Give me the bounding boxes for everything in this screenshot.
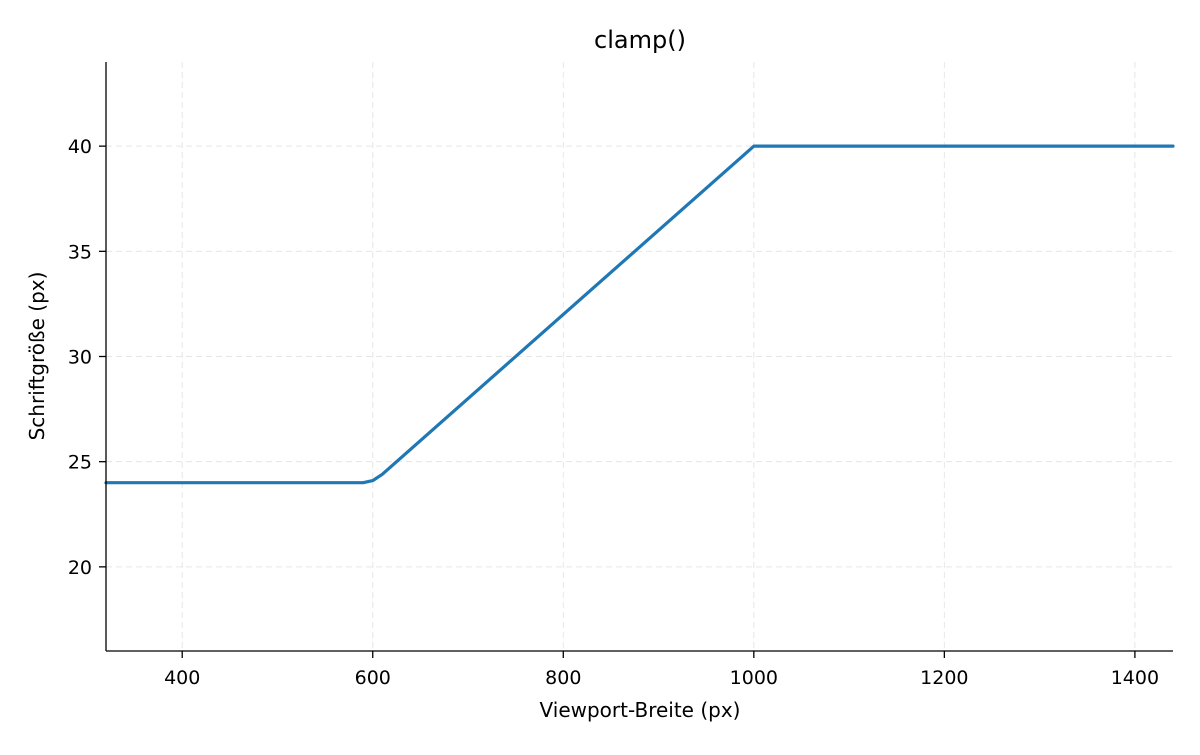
x-axis-label: Viewport-Breite (px) xyxy=(540,698,741,722)
series-line xyxy=(104,144,1175,485)
y-axis-label: Schriftgröße (px) xyxy=(25,272,49,441)
x-tick-label: 1400 xyxy=(1111,667,1159,689)
x-tick-label: 1000 xyxy=(730,667,778,689)
x-tick-label: 1200 xyxy=(920,667,968,689)
y-tick-label: 20 xyxy=(68,557,92,579)
x-ticks: 400 600 800 1000 1200 1400 xyxy=(164,651,1159,689)
x-tick-label: 800 xyxy=(545,667,581,689)
x-tick-label: 400 xyxy=(164,667,200,689)
y-tick-label: 35 xyxy=(68,241,92,263)
x-tick-label: 600 xyxy=(355,667,391,689)
y-tick-label: 25 xyxy=(68,452,92,474)
series-layer xyxy=(104,144,1175,485)
grid xyxy=(106,62,1173,651)
y-tick-label: 40 xyxy=(68,136,92,158)
y-tick-label: 30 xyxy=(68,347,92,369)
chart-title: clamp() xyxy=(594,26,686,54)
y-ticks: 20 25 30 35 40 xyxy=(68,136,106,579)
